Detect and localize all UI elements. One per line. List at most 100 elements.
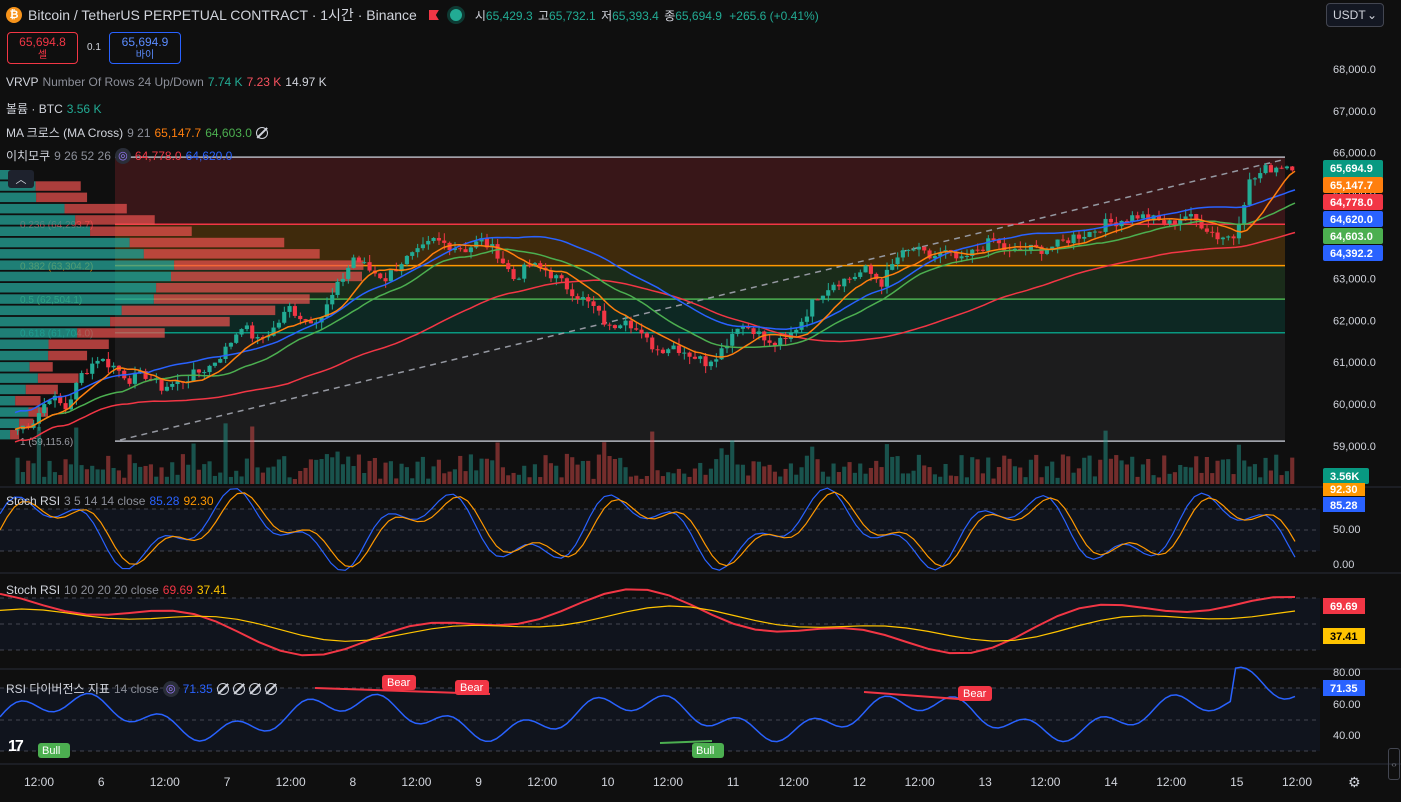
candle-body xyxy=(1087,232,1092,237)
candle-body xyxy=(164,386,169,391)
volume-bar xyxy=(276,459,281,484)
currency-select[interactable]: USDT ⌄ xyxy=(1326,3,1384,27)
candle-body xyxy=(298,315,303,320)
volume-bar xyxy=(655,470,660,484)
collapse-legend-button[interactable]: ︿ xyxy=(8,170,34,188)
rsi-tick: 40.00 xyxy=(1333,730,1361,742)
volume-bar xyxy=(1290,457,1295,484)
legend-ma-cross[interactable]: MA 크로스 (MA Cross) 9 21 65,147.7 64,603.0 xyxy=(6,124,268,141)
candle-body xyxy=(815,299,820,301)
legend-volume[interactable]: 볼륨 · BTC 3.56 K xyxy=(6,101,102,117)
volume-bar xyxy=(516,474,521,484)
volume-bar xyxy=(719,448,724,484)
sell-button[interactable]: 65,694.8 셀 xyxy=(7,32,78,64)
trend-line xyxy=(119,159,1283,441)
candle-body xyxy=(938,252,943,257)
price-tick: 63,000.0 xyxy=(1333,273,1376,285)
price-label-bg xyxy=(1323,177,1383,193)
volume-bar xyxy=(452,469,457,484)
candle-body xyxy=(586,297,591,302)
settings-icon[interactable]: ◎ xyxy=(162,680,179,697)
osc-band xyxy=(0,688,1320,751)
volume-bar xyxy=(660,476,665,484)
chart-header: ₿ Bitcoin / TetherUS PERPETUAL CONTRACT … xyxy=(0,0,819,30)
legend-rsi-divergence[interactable]: RSI 다이버전스 지표 14 close ◎ 71.35 xyxy=(6,680,277,697)
bear-divergence-line xyxy=(863,691,973,701)
volume-bar xyxy=(906,473,911,484)
candle-body xyxy=(932,256,937,259)
scroll-handle[interactable]: ‹› xyxy=(1388,748,1400,780)
fib-zone-4 xyxy=(115,332,1285,442)
price-label: 64,778.0 xyxy=(1330,197,1373,209)
candle-body xyxy=(948,250,953,252)
volume-bar xyxy=(847,462,852,484)
order-qty[interactable]: 0.1 xyxy=(87,42,101,53)
candle-body xyxy=(911,249,916,251)
candle-body xyxy=(639,329,644,334)
volume-bar xyxy=(570,457,575,484)
volume-bar xyxy=(762,466,767,484)
volume-bar xyxy=(207,461,212,484)
volume-bar xyxy=(394,478,399,484)
candle-body xyxy=(698,356,703,359)
volume-bar xyxy=(266,467,271,484)
candle-body xyxy=(1071,234,1076,244)
settings-icon[interactable]: ◎ xyxy=(114,147,131,164)
volume-bar xyxy=(79,465,84,484)
volume-bar xyxy=(1108,458,1113,484)
buy-button[interactable]: 65,694.9 바이 xyxy=(109,32,181,64)
candle-body xyxy=(250,325,255,339)
fib-zone-2 xyxy=(115,265,1285,300)
legend-stoch-rsi-2[interactable]: Stoch RSI 10 20 20 20 close 69.69 37.41 xyxy=(6,583,227,597)
volume-bar xyxy=(671,473,676,484)
volume-bar xyxy=(1044,466,1049,484)
vp-down-bar xyxy=(143,249,320,259)
volume-bar xyxy=(1274,454,1279,484)
volume-bar xyxy=(26,460,31,484)
volume-bar xyxy=(410,478,415,484)
volume-bar xyxy=(714,459,719,484)
hidden-eye-icon[interactable] xyxy=(255,126,268,139)
volume-bar xyxy=(1268,470,1273,484)
volume-bar xyxy=(191,443,196,484)
symbol-title[interactable]: Bitcoin / TetherUS PERPETUAL CONTRACT · … xyxy=(28,7,417,23)
candle-body xyxy=(852,276,857,280)
hidden-eye-icon xyxy=(248,682,261,695)
candle-body xyxy=(703,356,708,367)
candle-body xyxy=(874,273,879,280)
legend-vrvp[interactable]: VRVP Number Of Rows 24 Up/Down 7.74 K 7.23… xyxy=(6,75,327,89)
volume-bar xyxy=(31,463,36,484)
candle-body xyxy=(570,289,575,297)
candle-body xyxy=(522,264,527,279)
price-label: 64,603.0 xyxy=(1330,231,1373,243)
gear-icon[interactable]: ⚙ xyxy=(1348,774,1361,790)
volume-bar xyxy=(1018,467,1023,484)
volume-bar xyxy=(1210,473,1215,484)
candle-body xyxy=(644,333,649,338)
volume-bar xyxy=(1172,472,1177,484)
volume-bar xyxy=(820,471,825,484)
volume-bar xyxy=(767,464,772,484)
price-label: 65,147.7 xyxy=(1330,180,1373,192)
ichimoku-base-line xyxy=(14,231,1296,443)
candle-body xyxy=(436,237,441,241)
volume-bar xyxy=(772,471,777,484)
vp-up-bar xyxy=(0,396,16,406)
candle-body xyxy=(234,334,239,343)
vp-up-bar xyxy=(0,271,171,282)
close-value: 65,694.9 xyxy=(675,8,722,23)
legend-ichimoku[interactable]: 이치모쿠 9 26 52 26 ◎ 64,778.0 64,620.0 xyxy=(6,147,233,164)
candle-body xyxy=(1210,231,1215,233)
candle-body xyxy=(1279,167,1284,169)
volume-bar xyxy=(228,476,233,484)
volume-bar xyxy=(383,462,388,484)
flag-icon[interactable] xyxy=(428,10,439,20)
candle-body xyxy=(490,244,495,248)
legend-stoch-rsi-1[interactable]: Stoch RSI 3 5 14 14 close 85.28 92.30 xyxy=(6,494,214,508)
candle-body xyxy=(1274,167,1279,173)
candle-body xyxy=(884,269,889,287)
volume-bar xyxy=(1279,475,1284,484)
candle-body xyxy=(1204,228,1209,232)
vp-down-bar xyxy=(36,192,88,203)
